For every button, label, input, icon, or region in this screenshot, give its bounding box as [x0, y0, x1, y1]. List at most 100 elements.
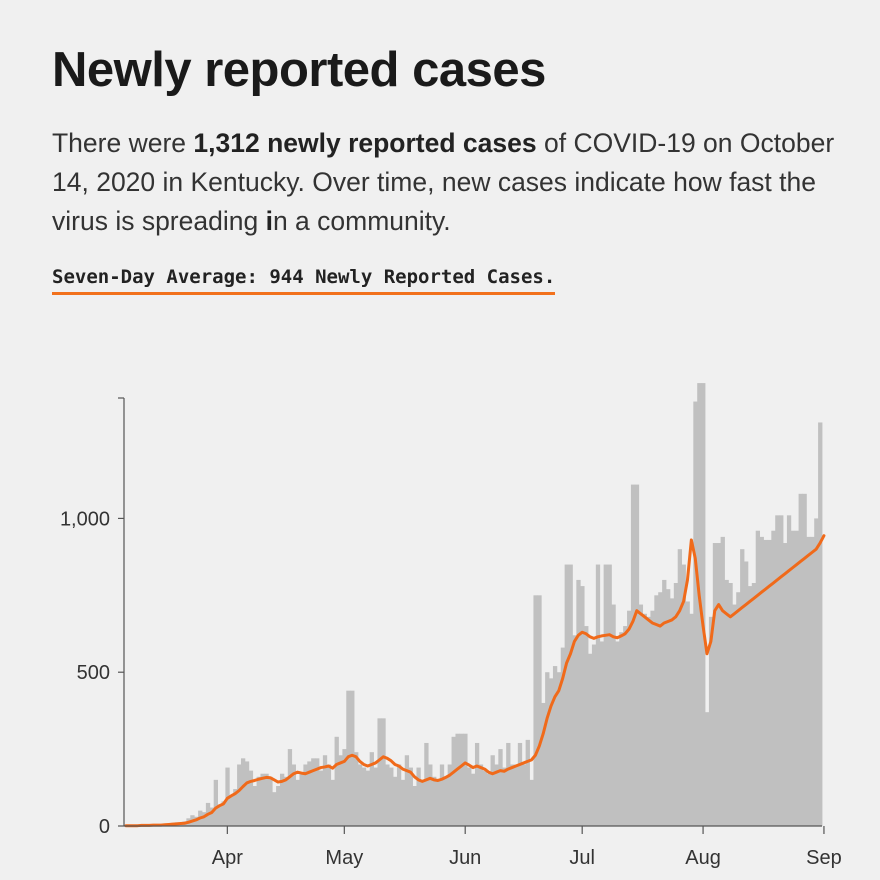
daily-cases-bar: [646, 616, 651, 826]
daily-cases-bar: [389, 767, 394, 826]
daily-cases-bar: [545, 672, 550, 826]
daily-cases-bar: [478, 764, 484, 826]
daily-cases-bar: [732, 604, 737, 826]
daily-cases-bar: [354, 752, 359, 826]
daily-cases-bar: [291, 764, 296, 826]
daily-cases-bar: [650, 610, 655, 826]
seven-day-average-layer: [124, 534, 826, 828]
daily-cases-bar: [556, 672, 562, 826]
daily-cases-bar: [767, 539, 772, 826]
daily-cases-bar: [272, 792, 277, 826]
daily-cases-bar: [338, 755, 343, 826]
daily-cases-bar: [315, 758, 320, 826]
daily-cases-bar: [630, 484, 636, 826]
daily-cases-bar: [474, 742, 480, 826]
daily-cases-bar: [638, 604, 644, 826]
daily-cases-bar: [701, 383, 706, 826]
daily-cases-bar: [459, 733, 464, 826]
daily-cases-bar: [416, 767, 421, 826]
daily-cases-bar: [654, 595, 659, 826]
daily-cases-bar: [634, 484, 640, 826]
daily-cases-bar: [798, 493, 803, 826]
daily-cases-bar: [779, 515, 784, 826]
daily-cases-bar: [724, 579, 729, 826]
daily-cases-bar: [763, 539, 768, 826]
daily-cases-bar: [209, 807, 215, 826]
summary-middle: of COVID-19 on October 14, 2020 in Kentu…: [52, 128, 835, 236]
case-count-highlight: 1,312 newly reported cases: [193, 128, 537, 158]
daily-cases-bar: [662, 579, 667, 826]
daily-cases-bar: [806, 536, 811, 826]
daily-cases-bar: [818, 422, 823, 826]
daily-cases-bar: [599, 641, 605, 826]
daily-cases-bar: [307, 761, 312, 826]
daily-cases-bar: [525, 739, 530, 826]
daily-cases-bar: [783, 543, 788, 826]
daily-cases-bar: [428, 764, 433, 826]
daily-cases-bar: [560, 647, 566, 826]
daily-cases-bar: [490, 755, 495, 826]
daily-cases-bar: [357, 764, 363, 826]
summary-text: There were 1,312 newly reported cases of…: [52, 124, 852, 241]
daily-cases-bar: [217, 804, 222, 826]
daily-cases-bar: [194, 816, 199, 826]
daily-cases-bar: [435, 779, 441, 826]
daily-cases-bar: [295, 779, 300, 826]
daily-cases-bar: [373, 767, 378, 826]
daily-cases-bar: [623, 626, 628, 826]
daily-cases-bar: [666, 589, 671, 826]
y-tick-label: 0: [99, 816, 110, 838]
daily-cases-bar: [256, 776, 261, 826]
daily-cases-bar: [572, 635, 577, 826]
daily-cases-bar: [311, 758, 316, 826]
daily-cases-bar: [240, 758, 246, 826]
daily-cases-bar: [537, 595, 542, 826]
x-tick-label: Apr: [212, 847, 243, 869]
daily-cases-bar: [365, 770, 371, 826]
daily-cases-bar: [673, 583, 679, 826]
daily-cases-bar: [552, 666, 558, 826]
daily-cases-bar: [521, 764, 527, 826]
daily-cases-bar: [463, 733, 468, 826]
daily-cases-bar: [529, 779, 534, 826]
daily-cases-bar: [627, 610, 632, 826]
daily-cases-bar: [299, 773, 304, 826]
daily-cases-bar: [393, 776, 398, 826]
daily-cases-bar: [681, 564, 686, 826]
daily-cases-bar: [342, 749, 347, 826]
daily-cases-bar: [229, 795, 234, 826]
seven-day-average-label: Seven-Day Average: 944 Newly Reported Ca…: [52, 266, 556, 295]
daily-cases-bar: [287, 749, 293, 826]
daily-cases-bar: [810, 536, 815, 826]
daily-cases-bar: [588, 653, 593, 826]
daily-cases-bar: [369, 752, 374, 826]
seven-day-average-line: [124, 534, 826, 828]
daily-cases-bar: [447, 764, 452, 826]
x-tick-label: Sep: [806, 847, 842, 869]
y-tick-label: 1,000: [60, 508, 110, 530]
daily-cases-bar: [467, 767, 472, 826]
daily-cases-bar: [591, 644, 597, 826]
daily-cases-bar: [381, 718, 386, 826]
daily-cases-bar: [736, 592, 741, 826]
daily-cases-bar: [260, 773, 265, 826]
daily-cases-bar: [201, 812, 207, 826]
x-tick-label: Aug: [685, 847, 721, 869]
daily-cases-bar: [443, 776, 449, 826]
daily-cases-bar: [513, 764, 519, 826]
daily-cases-bar: [221, 801, 226, 826]
daily-cases-bar: [471, 773, 476, 826]
daily-cases-bar: [400, 779, 406, 826]
daily-cases-bar: [439, 764, 445, 826]
daily-cases-bar: [619, 632, 624, 826]
daily-cases-bar: [603, 564, 608, 826]
daily-cases-bar: [506, 742, 511, 826]
daily-cases-bar: [455, 733, 460, 826]
daily-cases-bar: [213, 779, 218, 826]
daily-cases-bar: [794, 530, 799, 826]
daily-cases-bar: [451, 736, 456, 826]
daily-cases-bar: [759, 536, 764, 826]
daily-cases-bar: [607, 564, 612, 826]
